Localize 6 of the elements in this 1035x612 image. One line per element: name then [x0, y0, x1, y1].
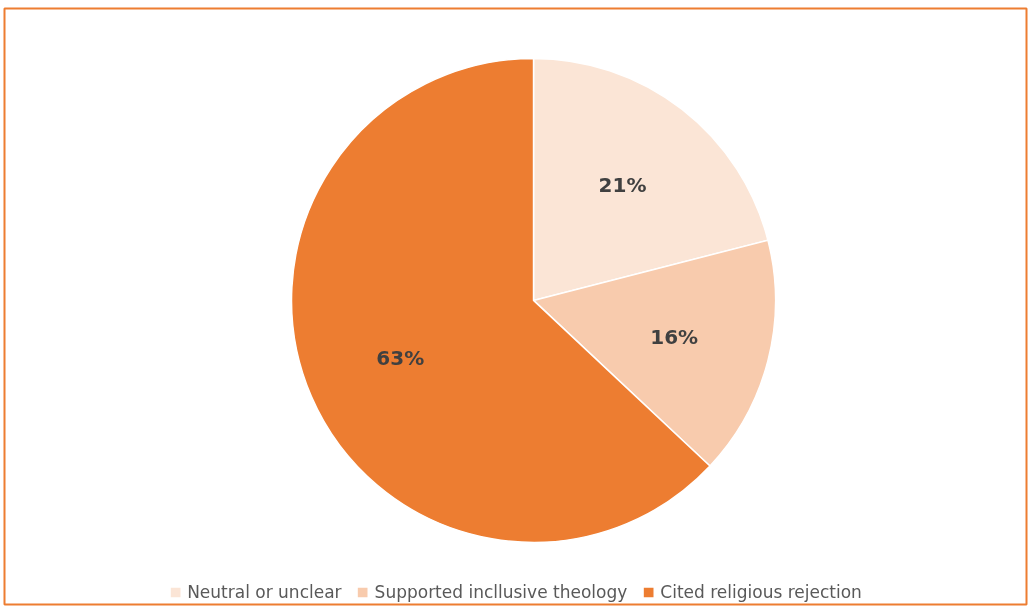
legend-label: Supported incllusive theology — [374, 582, 628, 602]
legend-label: Neutral or unclear — [187, 582, 342, 602]
data-label: 63% — [376, 346, 425, 371]
data-label: 21% — [598, 172, 647, 197]
legend-label: Cited religious rejection — [660, 582, 862, 602]
data-label: 16% — [650, 324, 699, 349]
